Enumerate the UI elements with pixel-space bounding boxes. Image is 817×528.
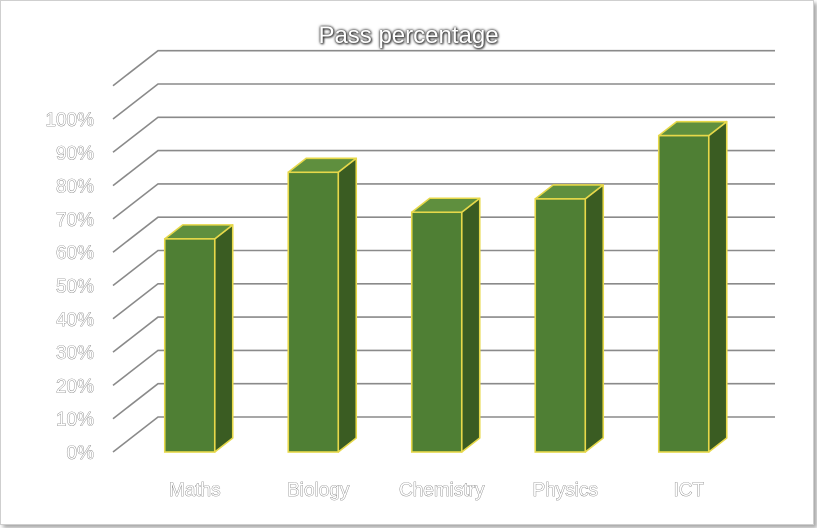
gridline	[112, 183, 775, 220]
y-tick-label: 70%	[56, 210, 94, 231]
bar-front	[410, 211, 463, 453]
bar-physics	[534, 184, 605, 453]
gridline	[112, 83, 775, 120]
chart-title: Pass percentage	[318, 22, 499, 49]
y-tick-label: 50%	[56, 277, 94, 298]
y-tick-label: 80%	[56, 177, 94, 198]
y-axis-ticks: 0% 10% 20% 30% 40% 50% 60% 70% 80% 90% 100%	[45, 110, 95, 465]
bar-front	[163, 238, 216, 453]
x-category-label: Chemistry	[399, 480, 485, 501]
bar-chemistry	[410, 197, 481, 453]
y-tick-label: 100%	[45, 110, 94, 131]
bar-front	[287, 171, 340, 453]
bar-front	[657, 134, 710, 453]
gridline	[112, 149, 775, 187]
x-category-label: ICT	[673, 480, 704, 501]
x-category-label: Physics	[533, 480, 598, 501]
y-tick-label: 60%	[56, 243, 94, 264]
x-category-label: Maths	[169, 480, 221, 501]
bar-ict	[657, 120, 728, 453]
bar-side	[707, 120, 728, 453]
bar-maths	[163, 224, 234, 453]
y-tick-label: 40%	[56, 310, 94, 331]
bar-front	[534, 198, 587, 453]
bar-side	[213, 224, 234, 453]
bar-side	[584, 184, 605, 453]
bar-side	[337, 157, 358, 453]
y-tick-label: 90%	[56, 143, 94, 164]
y-tick-label: 30%	[56, 343, 94, 364]
gridline	[112, 49, 775, 87]
x-axis-labels: Maths Biology Chemistry Physics ICT	[169, 480, 705, 502]
bar-side	[460, 197, 481, 453]
y-tick-label: 20%	[56, 376, 94, 397]
bars	[163, 120, 728, 453]
gridline	[112, 116, 775, 153]
y-tick-label: 0%	[67, 443, 95, 464]
bar-biology	[287, 157, 358, 453]
x-category-label: Biology	[287, 480, 350, 501]
y-tick-label: 10%	[56, 410, 94, 431]
